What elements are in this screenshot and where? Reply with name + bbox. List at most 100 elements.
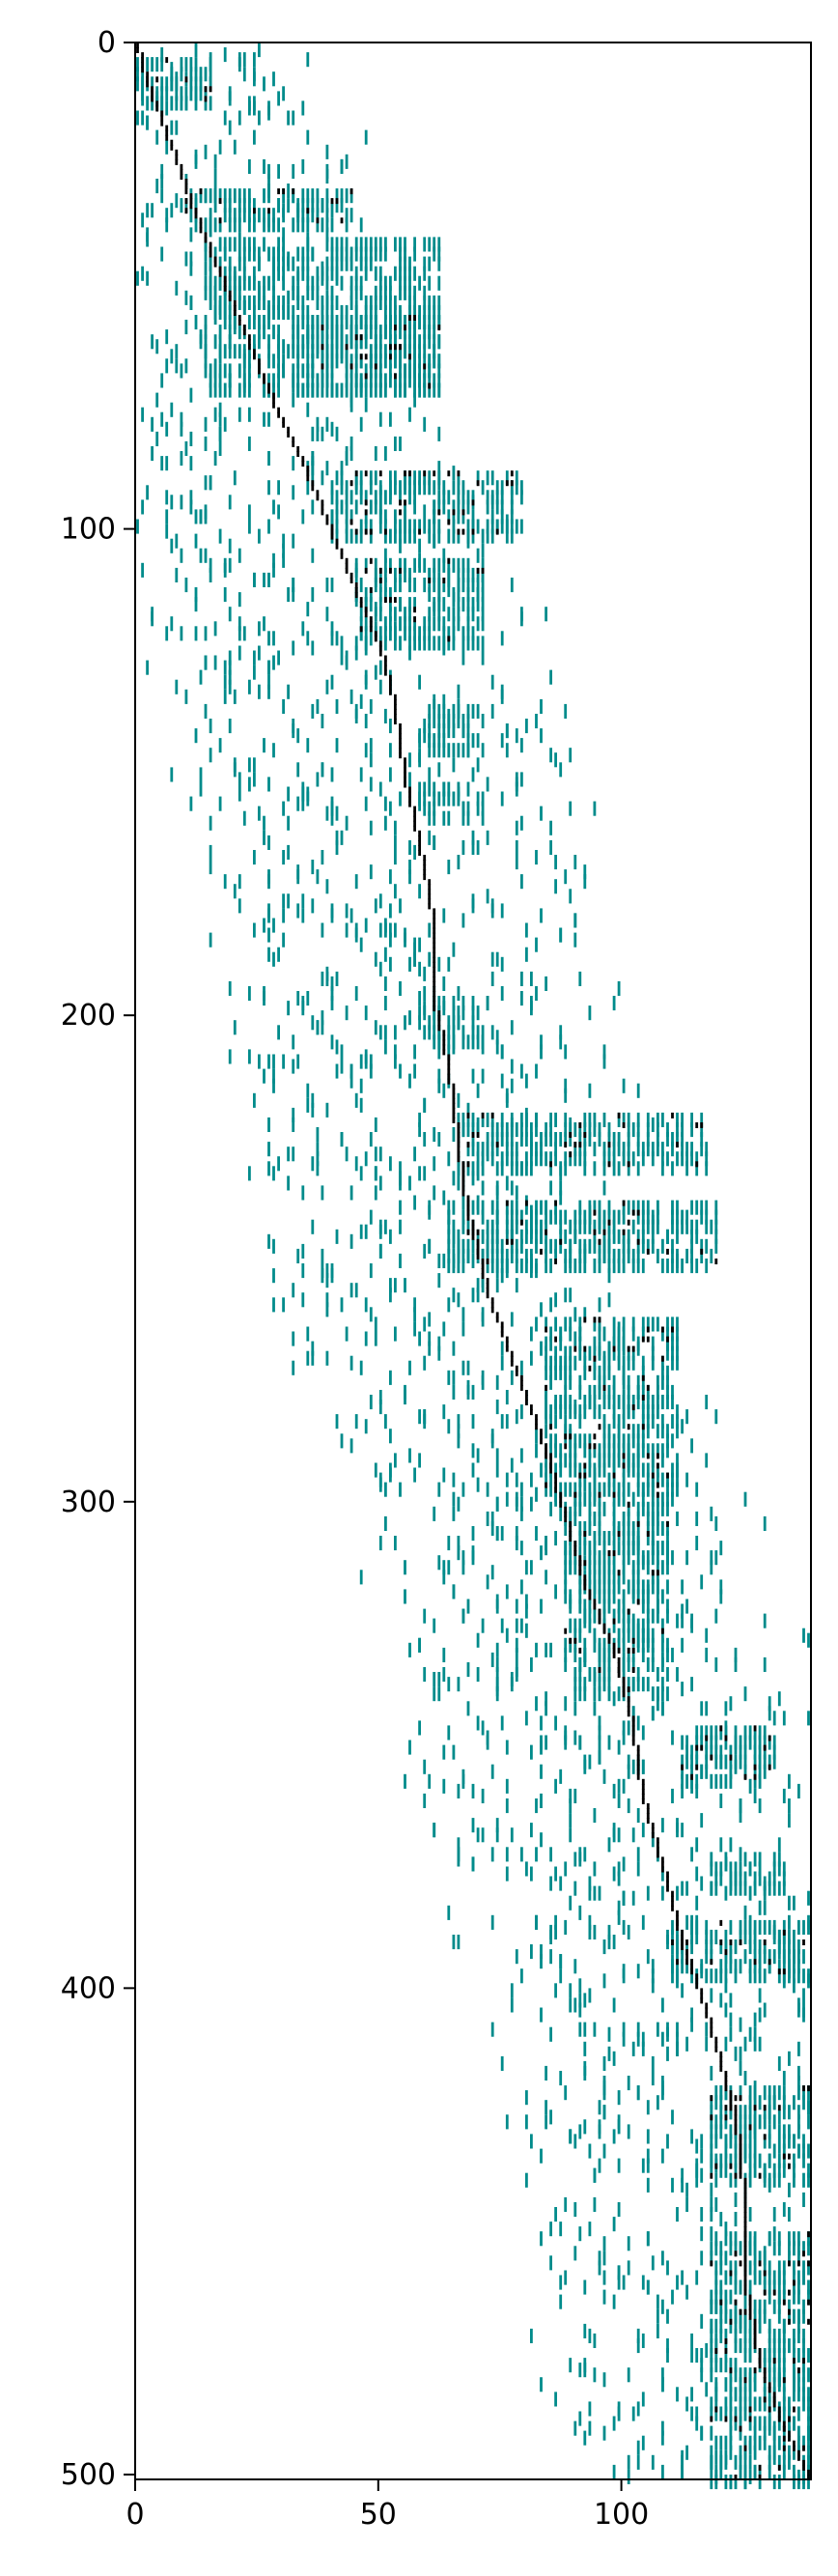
heatmap-cell	[418, 781, 421, 797]
heatmap-cell	[292, 456, 295, 471]
heatmap-cell	[389, 354, 392, 369]
heatmap-cell	[583, 1132, 587, 1147]
heatmap-cell	[646, 1472, 650, 1487]
heatmap-cell	[622, 1491, 626, 1507]
heatmap-cell	[404, 567, 406, 582]
heatmap-cell	[340, 188, 344, 204]
heatmap-cell	[739, 1959, 742, 1974]
heatmap-cell-highlight	[495, 528, 499, 535]
heatmap-cell	[321, 354, 324, 369]
heatmap-cell	[442, 694, 446, 709]
heatmap-cell	[301, 295, 305, 310]
heatmap-cell	[545, 1248, 547, 1263]
heatmap-cell	[583, 1462, 587, 1478]
heatmap-cell	[228, 669, 232, 685]
heatmap-cell	[364, 918, 368, 933]
heatmap-cell	[690, 1939, 693, 1955]
heatmap-cell	[505, 1628, 509, 1643]
heatmap-cell	[573, 1881, 577, 1896]
heatmap-cell	[763, 1939, 767, 1955]
heatmap-cell	[340, 1044, 344, 1060]
heatmap-cell	[408, 1010, 411, 1026]
heatmap-cell	[248, 275, 251, 291]
heatmap-cell	[734, 1959, 738, 1974]
heatmap-cell	[554, 1778, 557, 1794]
heatmap-cell	[428, 951, 432, 967]
heatmap-cell	[447, 1419, 451, 1434]
heatmap-cell	[612, 1501, 616, 1516]
heatmap-cell	[695, 2138, 699, 2154]
heatmap-cell	[160, 411, 164, 427]
heatmap-cell	[710, 1881, 713, 1896]
heatmap-cell	[447, 1238, 451, 1254]
heatmap-cell	[636, 1482, 640, 1497]
heatmap-cell	[471, 1142, 475, 1157]
heatmap-cell	[564, 1696, 568, 1712]
heatmap-cell	[700, 2148, 704, 2164]
heatmap-cell-highlight	[671, 1112, 674, 1118]
heatmap-cell	[433, 519, 436, 534]
heatmap-cell-highlight	[428, 578, 432, 583]
heatmap-cell	[627, 1345, 630, 1361]
heatmap-cell	[578, 1336, 582, 1351]
heatmap-cell	[345, 208, 349, 223]
heatmap-cell	[311, 898, 315, 914]
heatmap-cell	[378, 490, 382, 505]
heatmap-cell	[520, 1259, 523, 1274]
heatmap-cell	[228, 495, 232, 510]
heatmap-cell	[535, 1429, 538, 1444]
heatmap-cell	[418, 1409, 421, 1425]
heatmap-cell	[461, 1238, 465, 1254]
heatmap-cell	[666, 1686, 669, 1702]
heatmap-cell	[573, 913, 577, 928]
heatmap-cell	[656, 1200, 659, 1215]
heatmap-cell	[545, 1209, 547, 1225]
heatmap-cell	[681, 1682, 684, 1697]
heatmap-cell	[782, 1949, 786, 1965]
heatmap-cell	[354, 499, 358, 515]
heatmap-cell	[389, 1429, 392, 1444]
heatmap-cell	[772, 1754, 776, 1769]
heatmap-cell	[413, 285, 416, 300]
heatmap-cell-highlight	[753, 1959, 757, 1966]
heatmap-cell	[602, 1667, 606, 1683]
heatmap-cell	[384, 373, 387, 388]
heatmap-cell	[627, 1608, 630, 1624]
heatmap-cell	[666, 1647, 669, 1662]
heatmap-cell	[277, 504, 280, 520]
heatmap-cell	[301, 363, 305, 379]
heatmap-cell	[617, 1414, 621, 1430]
heatmap-cell-highlight	[734, 2105, 738, 2111]
heatmap-cell	[700, 2367, 704, 2383]
heatmap-cell	[636, 1715, 640, 1731]
heatmap-cell	[345, 382, 349, 398]
heatmap-cell	[636, 1238, 640, 1254]
heatmap-cell	[428, 1312, 432, 1327]
heatmap-cell	[471, 578, 475, 593]
heatmap-cell	[490, 1229, 494, 1244]
heatmap-cell	[437, 743, 441, 758]
heatmap-cell	[423, 1608, 427, 1624]
heatmap-cell	[457, 714, 461, 729]
heatmap-cell	[593, 1395, 597, 1410]
heatmap-cell	[671, 1248, 674, 1263]
heatmap-cell	[321, 325, 324, 340]
heatmap-cell	[330, 382, 334, 398]
heatmap-cell	[607, 1219, 611, 1234]
heatmap-cell	[564, 1161, 568, 1176]
heatmap-cell	[325, 275, 329, 291]
heatmap-cell-highlight	[384, 528, 387, 535]
heatmap-cell	[505, 470, 509, 486]
heatmap-cell	[636, 1520, 640, 1536]
heatmap-cell	[384, 922, 387, 938]
heatmap-cell	[237, 786, 241, 802]
heatmap-cell-highlight	[321, 363, 324, 370]
heatmap-cell	[666, 1520, 669, 1536]
heatmap-cell	[549, 1161, 552, 1176]
heatmap-cell	[277, 480, 280, 495]
heatmap-cell	[374, 607, 377, 622]
heatmap-cell	[772, 2328, 776, 2343]
heatmap-cell	[321, 1020, 324, 1035]
heatmap-cell	[340, 237, 344, 252]
